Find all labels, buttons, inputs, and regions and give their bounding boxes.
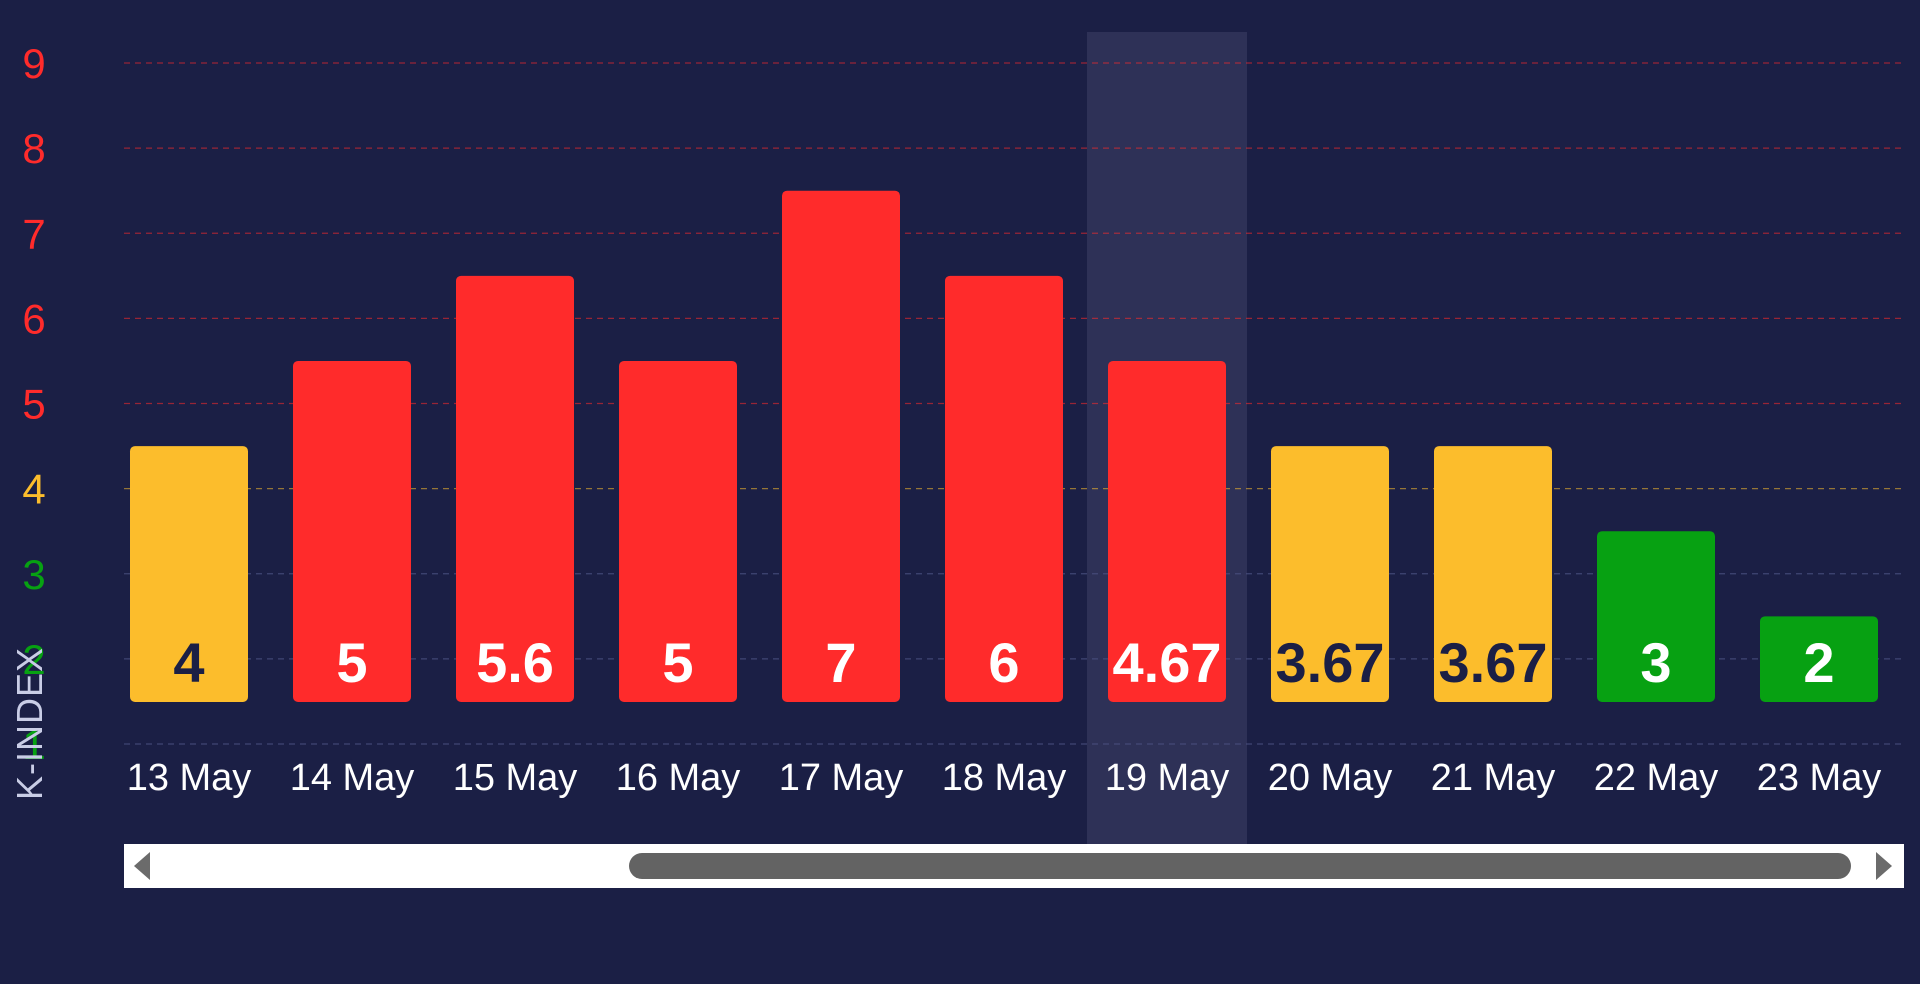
bar xyxy=(1434,446,1552,702)
y-tick-label: 2 xyxy=(22,636,45,683)
y-tick-label: 6 xyxy=(22,295,45,342)
bar xyxy=(293,360,411,702)
bar-value-label: 3 xyxy=(1640,631,1671,694)
bar xyxy=(782,190,900,702)
y-tick-label: 4 xyxy=(22,466,45,513)
bar-value-label: 4.67 xyxy=(1113,631,1222,694)
x-tick-label: 18 May xyxy=(942,757,1067,799)
bar-value-label: 7 xyxy=(825,631,856,694)
x-tick-label: 16 May xyxy=(616,757,741,799)
y-tick-label: 9 xyxy=(22,40,45,87)
x-tick-label: 17 May xyxy=(779,757,904,799)
bar xyxy=(1597,531,1715,702)
bar-value-label: 5.6 xyxy=(476,631,554,694)
bar xyxy=(619,360,737,702)
y-axis-title: K-INDEX xyxy=(9,646,50,800)
y-tick-label: 8 xyxy=(22,125,45,172)
bar-value-label: 5 xyxy=(336,631,367,694)
y-tick-label: 3 xyxy=(22,551,45,598)
bar-value-label: 4 xyxy=(173,631,204,694)
x-tick-label: 13 May xyxy=(127,757,252,799)
bar-value-label: 3.67 xyxy=(1439,631,1548,694)
x-tick-label: 22 May xyxy=(1594,757,1719,799)
scroll-thumb[interactable] xyxy=(629,853,1851,879)
bar-value-label: 3.67 xyxy=(1276,631,1385,694)
x-tick-label: 20 May xyxy=(1268,757,1393,799)
x-tick-label: 14 May xyxy=(290,757,415,799)
bar xyxy=(130,446,248,702)
bar-value-label: 5 xyxy=(662,631,693,694)
x-tick-label: 15 May xyxy=(453,757,578,799)
bar-value-label: 2 xyxy=(1803,631,1834,694)
y-tick-label: 5 xyxy=(22,381,45,428)
x-tick-label: 21 May xyxy=(1431,757,1556,799)
scroll-right-arrow-icon[interactable] xyxy=(1876,852,1892,880)
bar xyxy=(1760,616,1878,702)
scroll-left-arrow-icon[interactable] xyxy=(134,852,150,880)
bar xyxy=(1108,360,1226,702)
bar xyxy=(456,275,574,702)
bar-value-label: 6 xyxy=(988,631,1019,694)
y-tick-label: 1 xyxy=(22,721,45,768)
y-tick-label: 7 xyxy=(22,210,45,257)
horizontal-scrollbar[interactable] xyxy=(124,844,1904,888)
x-tick-label: 23 May xyxy=(1757,757,1882,799)
bar xyxy=(945,275,1063,702)
x-tick-label: 19 May xyxy=(1105,757,1230,799)
bar xyxy=(1271,446,1389,702)
